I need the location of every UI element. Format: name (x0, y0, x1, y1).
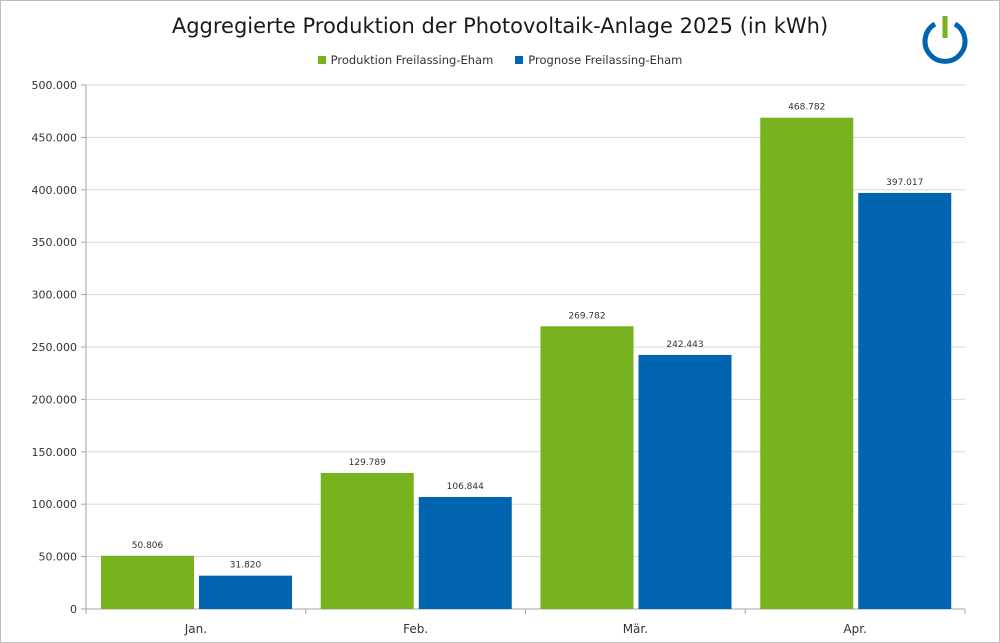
chart-legend: Produktion Freilassing-Eham Prognose Fre… (0, 53, 1000, 67)
data-label: 269.782 (568, 311, 605, 321)
legend-swatch-forecast (515, 56, 524, 64)
y-tick-label: 450.000 (32, 131, 78, 144)
data-label: 129.789 (349, 458, 386, 468)
bar-production (101, 555, 194, 609)
legend-swatch-production (317, 56, 326, 64)
bar-production (320, 472, 414, 609)
y-tick-label: 400.000 (32, 184, 78, 197)
y-tick-label: 50.000 (39, 551, 78, 564)
y-tick-label: 100.000 (32, 498, 78, 511)
data-label: 397.017 (886, 178, 923, 188)
y-tick-label: 300.000 (32, 289, 78, 302)
legend-item-production: Produktion Freilassing-Eham (317, 53, 494, 67)
chart-title: Aggregierte Produktion der Photovoltaik-… (171, 14, 829, 38)
power-icon (922, 16, 968, 64)
legend-label-production: Produktion Freilassing-Eham (330, 53, 494, 67)
y-tick-label: 200.000 (32, 393, 78, 406)
bar-forecast (858, 192, 952, 609)
data-label: 106.844 (447, 482, 484, 492)
y-tick-label: 150.000 (32, 446, 78, 459)
y-tick-label: 250.000 (32, 341, 78, 354)
data-label: 50.806 (132, 541, 164, 551)
bar-forecast (638, 354, 732, 609)
legend-label-forecast: Prognose Freilassing-Eham (528, 53, 683, 67)
x-tick-label: Jan. (184, 622, 207, 636)
legend-item-forecast: Prognose Freilassing-Eham (515, 53, 682, 67)
x-tick-label: Apr. (843, 622, 866, 636)
y-tick-label: 0 (70, 603, 77, 616)
data-label: 31.820 (230, 561, 262, 571)
bar-production (540, 326, 634, 609)
x-tick-label: Feb. (403, 622, 428, 636)
data-label: 468.782 (788, 103, 825, 113)
bar-forecast (199, 575, 292, 609)
bar-forecast (418, 497, 512, 609)
data-label: 242.443 (666, 340, 703, 350)
y-tick-label: 350.000 (32, 236, 78, 249)
y-tick-label: 500.000 (32, 79, 78, 92)
bar-production (760, 117, 854, 609)
x-tick-label: Mär. (623, 622, 648, 636)
